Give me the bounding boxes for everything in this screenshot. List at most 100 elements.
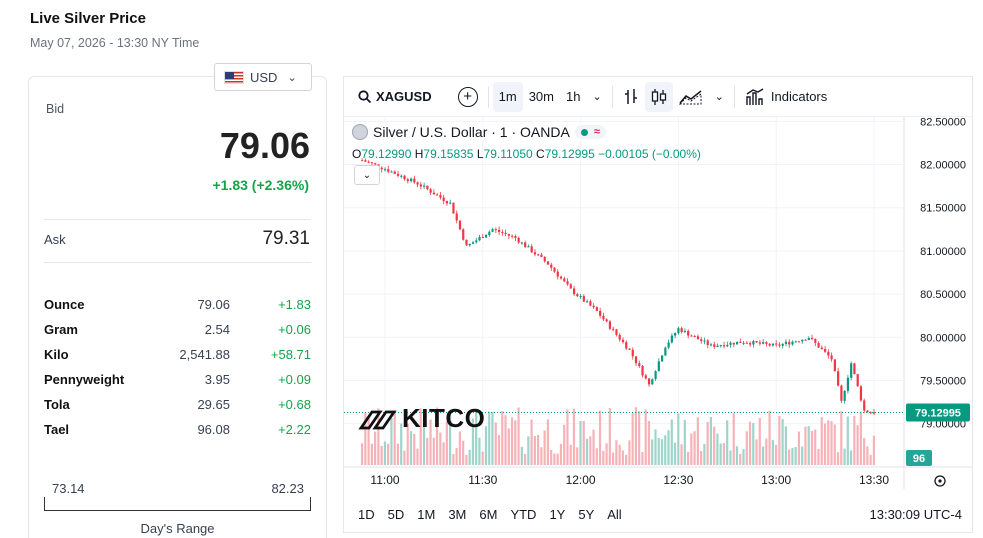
candle-body [638,363,641,367]
timezone-clock[interactable]: 13:30:09 UTC-4 [869,506,963,522]
unit-name: Tael [44,422,70,437]
unit-name: Tola [44,397,70,412]
volume-bar [680,444,683,465]
range-low: 73.14 [52,481,85,496]
bars-button[interactable] [617,82,645,112]
volume-bar [778,415,781,465]
range-1d[interactable]: 1D [358,506,375,522]
volume-bar [644,409,647,465]
candles-button[interactable] [644,81,673,112]
volume-bar [810,430,814,465]
candle-body [634,356,638,364]
candle-body [840,385,843,401]
y-tick-label: 79.00000 [920,419,966,431]
volume-bar [413,433,416,465]
candle-body [498,229,501,232]
candle-body [396,173,400,176]
chart-legend-title: Silver / U.S. Dollar · 1 · OANDA ≈ [352,124,610,140]
range-ytd[interactable]: YTD [510,506,537,522]
volume-bar [422,424,426,465]
interval-1m[interactable]: 1m [492,81,523,112]
volume-bar [445,421,448,465]
indicators-button[interactable]: Indicators [739,82,833,112]
unit-change: +2.22 [278,422,311,437]
interval-dropdown[interactable]: ⌄ [586,82,607,112]
candle-body [807,338,810,341]
range-3m[interactable]: 3M [448,506,467,522]
last-price-label: 79.12995 [915,407,961,419]
range-1y[interactable]: 1Y [549,506,566,522]
interval-1h[interactable]: 1h [565,89,581,104]
settings-gear-icon[interactable] [934,475,946,487]
price-chart[interactable]: 82.50000 82.00000 81.50000 81.00000 80.50000… [344,117,972,497]
candle-body [553,267,556,272]
area-button[interactable] [673,82,709,112]
range-all[interactable]: All [607,506,622,522]
candle-body [618,334,621,340]
kitco-watermark: KITCO [358,403,485,434]
candle-body [683,330,687,333]
symbol-search[interactable]: XAGUSD [352,82,438,112]
range-high: 82.23 [271,481,304,496]
volume-bar [817,449,820,465]
candle-body [605,319,608,322]
volume-bar [797,431,801,465]
legend-collapse-button[interactable]: ⌄ [354,165,380,185]
range-1m[interactable]: 1M [417,506,436,522]
market-status-badge[interactable]: ≈ [574,125,606,139]
volume-bar [771,439,774,465]
candle-body [608,321,612,329]
volume-bar [843,448,846,465]
volume-bar [729,450,732,465]
volume-bar [660,439,664,465]
volume-bar [504,415,507,465]
volume-bar [602,450,605,465]
candle-body [403,175,406,180]
interval-30m[interactable]: 30m [528,89,554,104]
candle-body [700,339,703,342]
volume-bar [823,423,827,465]
volume-bar [559,443,563,465]
delay-icon: ≈ [593,126,600,138]
candle-body [468,243,471,246]
candle-body [631,349,634,357]
candle-body [550,264,553,268]
volume-bar [517,407,520,465]
volume-bar [719,443,722,465]
volume-bar [638,411,641,465]
candle-body [693,336,696,338]
unit-row-tola: Tola 29.65 +0.68 [44,392,311,417]
candle-body [856,374,859,387]
candle-body [537,254,540,256]
volume-bar [494,422,497,465]
candle-body [775,343,778,345]
ask-label: Ask [44,232,66,247]
volume-label: 96 [913,453,925,465]
symbol-label: XAGUSD [376,89,432,104]
chevron-down-icon: ⌄ [592,91,602,103]
candle-body [370,162,374,164]
volume-bar [693,431,696,465]
chart-type-dropdown[interactable]: ⌄ [709,82,730,112]
currency-select[interactable]: USD ⌄ [214,63,312,91]
volume-bar [491,411,494,465]
candle-body [680,328,683,333]
range-6m[interactable]: 6M [479,506,498,522]
volume-bar [592,429,595,465]
volume-bar [621,450,624,465]
volume-bar [585,438,589,465]
volume-bar [739,453,742,465]
candle-body [794,341,797,343]
range-5y[interactable]: 5Y [578,506,595,522]
compare-button[interactable]: + [452,82,484,112]
x-tick-label: 11:00 [370,473,399,487]
candle-body [804,339,807,341]
volume-bar [732,413,735,465]
candle-body [364,160,367,162]
range-5d[interactable]: 5D [387,506,405,522]
volume-bar [514,420,517,465]
volume-bar [703,444,706,465]
candle-body [543,256,546,262]
market-open-icon [580,128,588,136]
volume-bar [872,435,875,465]
